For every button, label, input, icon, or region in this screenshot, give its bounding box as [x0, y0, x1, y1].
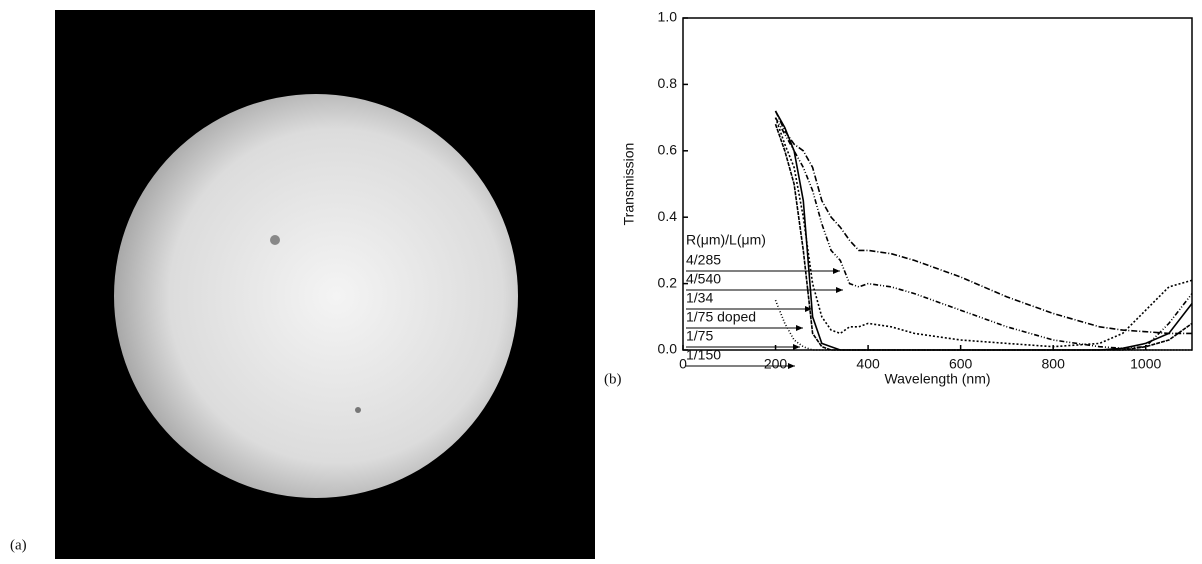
panel-label: (b): [604, 371, 622, 387]
y-tick-label: 0.0: [658, 341, 678, 357]
series-line: [774, 110, 1193, 351]
plot-frame: [682, 17, 1193, 351]
y-tick-label: 1.0: [658, 9, 678, 25]
legend-label: 4/540: [686, 271, 721, 287]
series-line: [774, 117, 1193, 350]
y-tick-label: 0.6: [658, 142, 678, 158]
legend-label: 1/34: [686, 290, 713, 306]
series-line: [774, 123, 1193, 351]
sunspot: [355, 407, 361, 413]
legend-label: 1/75 doped: [686, 309, 756, 325]
legend-label: 4/285: [686, 252, 721, 268]
x-axis-label: Wavelength (nm): [884, 371, 990, 387]
y-axis-label: Transmission: [621, 143, 637, 226]
series-line: [774, 110, 1192, 335]
series-line: [774, 117, 1193, 348]
y-tick-label: 0.4: [658, 208, 678, 224]
x-tick-label: 0: [679, 356, 687, 372]
legend-title: R(μm)/L(μm): [686, 232, 766, 248]
chart: 0.0 0.2 0.4 0.6 0.8 1.0 0 200 400 600 800 1000 Wavel…: [621, 9, 1193, 387]
sun-disk: [114, 94, 518, 498]
x-tick-label: 200: [764, 356, 788, 372]
x-tick-label: 1000: [1130, 356, 1161, 372]
series-line: [774, 299, 1192, 351]
sunspot: [270, 235, 280, 245]
legend-label: 1/150: [686, 347, 721, 363]
y-tick-label: 0.8: [658, 75, 678, 91]
legend-label: 1/75: [686, 328, 713, 344]
panel-label: (a): [10, 537, 27, 553]
y-tick-label: 0.2: [658, 274, 678, 290]
x-tick-label: 800: [1042, 356, 1066, 372]
x-tick-label: 400: [856, 356, 880, 372]
x-tick-label: 600: [949, 356, 973, 372]
